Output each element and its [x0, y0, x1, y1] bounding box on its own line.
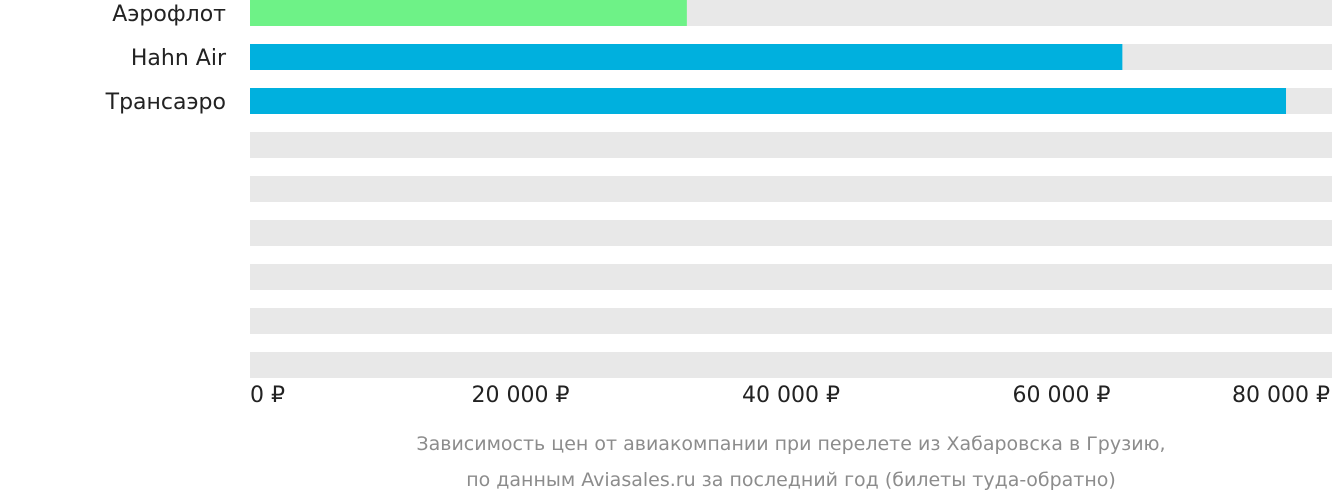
x-tick-label: 0 ₽	[250, 383, 285, 408]
x-tick-label: 60 000 ₽	[1013, 383, 1111, 408]
x-tick-label: 80 000 ₽	[1232, 383, 1330, 408]
bar-track	[250, 264, 1332, 290]
category-label: Аэрофлот	[112, 2, 226, 27]
bar-track	[250, 176, 1332, 202]
chart-caption-line-2: по данным Aviasales.ru за последний год …	[466, 469, 1116, 491]
bar-track	[250, 132, 1332, 158]
x-tick-label: 40 000 ₽	[742, 383, 840, 408]
chart-caption-line-1: Зависимость цен от авиакомпании при пере…	[416, 433, 1166, 455]
price-by-airline-chart: Аэрофлот Hahn Air Трансаэро 0 ₽ 20 000 ₽ 40 0…	[105, 0, 1332, 408]
bar-track	[250, 220, 1332, 246]
bar-track	[250, 352, 1332, 378]
x-tick-label: 20 000 ₽	[472, 383, 570, 408]
bar-track	[250, 308, 1332, 334]
category-label: Трансаэро	[105, 90, 226, 115]
bar	[250, 44, 1123, 70]
category-label: Hahn Air	[131, 46, 227, 71]
bar	[250, 0, 687, 26]
bar	[250, 88, 1287, 114]
